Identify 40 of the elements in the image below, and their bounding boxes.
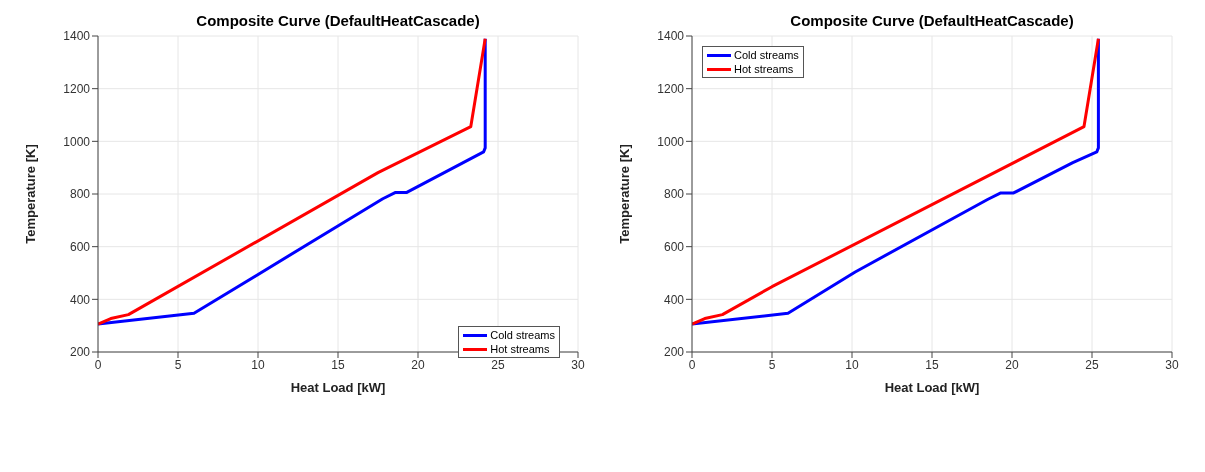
x-tick-label: 5 bbox=[174, 357, 182, 372]
x-tick-label: 20 bbox=[411, 357, 425, 372]
x-tick-label: 15 bbox=[331, 357, 345, 372]
x-tick-label: 25 bbox=[1085, 357, 1099, 372]
legend-label: Cold streams bbox=[490, 328, 555, 342]
chart-title: Composite Curve (DefaultHeatCascade) bbox=[195, 12, 481, 29]
x-axis-title: Heat Load [kW] bbox=[884, 380, 980, 395]
y-tick-label: 1200 bbox=[63, 81, 91, 96]
y-tick-label: 200 bbox=[69, 345, 91, 360]
x-tick-label: 30 bbox=[1165, 357, 1179, 372]
y-tick-label: 1200 bbox=[657, 81, 685, 96]
x-tick-label: 0 bbox=[94, 357, 102, 372]
x-tick-label: 25 bbox=[491, 357, 505, 372]
line-series bbox=[98, 37, 487, 326]
chart-title: Composite Curve (DefaultHeatCascade) bbox=[789, 12, 1075, 29]
x-tick-label: 30 bbox=[571, 357, 585, 372]
x-tick-label: 10 bbox=[845, 357, 859, 372]
legend-label: Cold streams bbox=[734, 48, 799, 62]
y-axis-title: Temperature [K] bbox=[22, 144, 38, 244]
y-tick-label: 400 bbox=[663, 292, 685, 307]
y-tick-label: 1400 bbox=[63, 29, 91, 44]
x-tick-label: 0 bbox=[688, 357, 696, 372]
y-tick-label: 1000 bbox=[657, 134, 685, 149]
y-tick-label: 600 bbox=[69, 239, 91, 254]
legend-label: Hot streams bbox=[734, 62, 794, 76]
y-tick-label: 1000 bbox=[63, 134, 91, 149]
y-tick-label: 600 bbox=[663, 239, 685, 254]
y-axis-title: Temperature [K] bbox=[616, 144, 632, 244]
y-tick-label: 800 bbox=[69, 187, 91, 202]
y-tick-label: 200 bbox=[663, 345, 685, 360]
x-tick-label: 20 bbox=[1005, 357, 1019, 372]
line-series bbox=[692, 37, 1100, 326]
y-tick-label: 1400 bbox=[657, 29, 685, 44]
x-axis-title: Heat Load [kW] bbox=[290, 380, 386, 395]
x-tick-label: 15 bbox=[925, 357, 939, 372]
y-tick-label: 800 bbox=[663, 187, 685, 202]
legend-label: Hot streams bbox=[490, 342, 550, 356]
x-tick-label: 5 bbox=[768, 357, 776, 372]
y-tick-label: 400 bbox=[69, 292, 91, 307]
x-tick-label: 10 bbox=[251, 357, 265, 372]
